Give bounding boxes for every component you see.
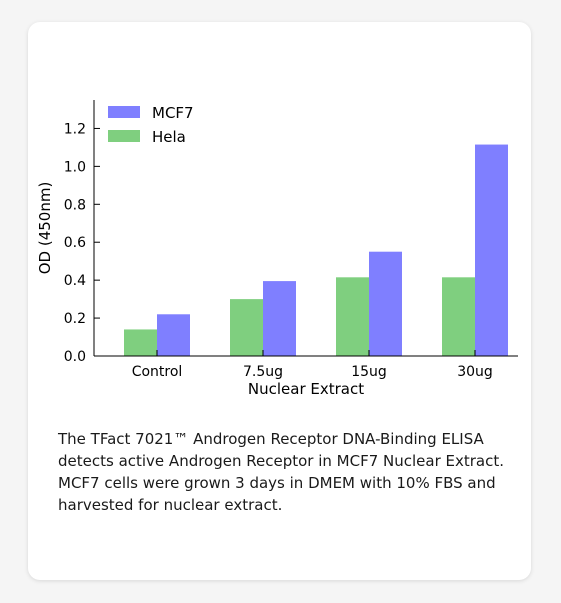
- figure-card: 0.0 0.2 0.4 0.6 0.8 1.0 1.2 Control 7.5ug 15ug 30…: [28, 22, 531, 580]
- bar-mcf7-15ug: [369, 251, 402, 356]
- bar-mcf7-30ug: [475, 144, 508, 356]
- y-axis-label: OD (450nm): [36, 182, 54, 275]
- bar-hela-30ug: [442, 277, 475, 356]
- y-tick-label: 0.6: [64, 235, 86, 251]
- bar-mcf7-control: [157, 314, 190, 356]
- bar-hela-control: [124, 329, 157, 356]
- x-axis-label: Nuclear Extract: [248, 380, 364, 398]
- bar-mcf7-7.5ug: [263, 281, 296, 356]
- y-tick-label: 0.2: [64, 311, 86, 327]
- bar-chart: 0.0 0.2 0.4 0.6 0.8 1.0 1.2 Control 7.5ug 15ug 30…: [36, 100, 518, 398]
- x-tick-label: Control: [132, 364, 183, 380]
- bar-hela-7.5ug: [230, 299, 263, 356]
- legend-swatch-hela: [108, 130, 140, 142]
- legend-label-mcf7: MCF7: [152, 104, 194, 122]
- y-tick-label: 1.2: [64, 121, 86, 137]
- legend: MCF7 Hela: [108, 104, 194, 146]
- x-axis-ticks: Control 7.5ug 15ug 30ug: [132, 350, 493, 380]
- legend-label-hela: Hela: [152, 128, 186, 146]
- figure-caption: The TFact 7021™ Androgen Receptor DNA-Bi…: [58, 430, 505, 514]
- legend-swatch-mcf7: [108, 106, 140, 118]
- y-tick-label: 0.0: [64, 349, 86, 365]
- y-axis-ticks: 0.0 0.2 0.4 0.6 0.8 1.0 1.2: [64, 121, 100, 365]
- y-tick-label: 0.4: [64, 273, 86, 289]
- x-tick-label: 15ug: [351, 364, 387, 380]
- bar-hela-15ug: [336, 277, 369, 356]
- x-tick-label: 7.5ug: [243, 364, 283, 380]
- y-tick-label: 1.0: [64, 159, 86, 175]
- plot-area: [124, 144, 508, 356]
- x-tick-label: 30ug: [457, 364, 493, 380]
- y-tick-label: 0.8: [64, 197, 86, 213]
